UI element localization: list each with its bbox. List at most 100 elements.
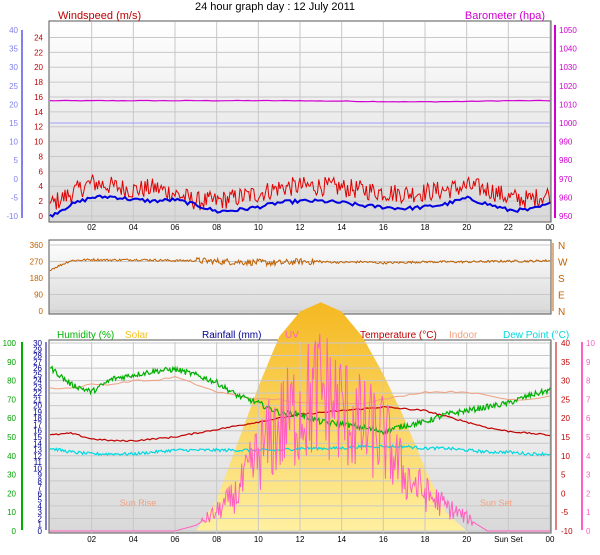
panel2-bg [48,239,552,315]
panel3-xtick-label: 00 [546,535,555,544]
outer-left-tick-label: 25 [9,82,18,91]
uv-tick-label: 9 [586,358,591,367]
humidity-tick-label: 70 [7,395,16,404]
temperature-tick-label: -5 [561,508,569,517]
panel1-xtick-label: 12 [296,223,305,232]
barometer-tick-label: 1050 [559,26,577,35]
panel1-xtick-label: 14 [337,223,346,232]
windspeed-tick-label: 8 [39,152,44,161]
windspeed-tick-label: 18 [34,78,43,87]
panel1-series [49,99,551,218]
rainfall-tick-label: 11 [34,458,43,467]
barometer-tick-label: 1010 [559,100,577,109]
wind-direction-line [49,256,551,272]
rainfall-tick-label: 24 [33,377,42,386]
temperature-tick-label: 40 [561,339,570,348]
uv-tick-label: 2 [586,489,591,498]
legend-entry: UV [285,330,299,341]
rainfall-tick-label: 23 [33,383,42,392]
temperature-tick-label: 10 [561,452,570,461]
rainfall-tick-label: 12 [33,452,42,461]
windspeed-line [49,174,551,211]
windspeed-tick-label: 16 [34,93,43,102]
rainfall-tick-label: 8 [38,477,43,486]
outer-left-tick-label: 10 [9,138,18,147]
outer-left-tick-label: 15 [9,119,18,128]
windspeed-tick-label: 24 [34,33,43,42]
panel1-xtick-label: 00 [546,223,555,232]
rainfall-tick-label: 28 [33,352,42,361]
uv-tick-label: 8 [586,377,591,386]
panel1-xtick-label: 22 [504,223,513,232]
rainfall-tick-label: 5 [38,496,43,505]
temperature-tick-label: 35 [561,358,570,367]
panel3-xtick-label: 04 [129,535,138,544]
windspeed-tick-label: 12 [34,123,43,132]
windspeed-tick-label: 4 [39,182,44,191]
compass-label: N [558,241,565,252]
direction-tick-label: 180 [30,274,44,283]
panel3-xtick-label: 10 [254,535,263,544]
barometer-tick-label: 1020 [559,82,577,91]
sunset-annotation: Sun Set [480,498,513,508]
uv-tick-label: 7 [586,395,591,404]
average-wind-line [49,194,551,218]
panel1-xtick-label: 18 [421,223,430,232]
temp-humidity-panel: 0102030405060708090100012345678910111213… [3,302,595,544]
uv-tick-label: 5 [586,433,591,442]
outer-left-tick-label: 30 [9,63,18,72]
temperature-tick-label: 15 [561,433,570,442]
compass-label: N [558,307,565,318]
dew-point-line [49,444,551,457]
outer-left-tick-label: 40 [9,26,18,35]
compass-label: S [558,274,565,285]
direction-tick-label: 360 [30,241,44,250]
humidity-tick-label: 50 [7,433,16,442]
chart-title: 24 hour graph day : 12 July 2011 [195,1,355,13]
uv-tick-label: 4 [586,452,591,461]
outer-left-tick-label: 5 [14,156,19,165]
legend-entry: Solar [125,330,149,341]
rainfall-tick-label: 13 [33,446,42,455]
humidity-tick-label: 0 [12,527,17,536]
barometer-tick-label: 950 [559,212,573,221]
temperature-tick-label: 0 [561,489,566,498]
windspeed-tick-label: 6 [39,167,44,176]
uv-tick-label: 0 [586,527,591,536]
barometer-tick-label: 970 [559,175,573,184]
barometer-tick-label: 1040 [559,45,577,54]
rainfall-tick-label: 1 [38,521,43,530]
barometer-tick-label: 1000 [559,119,577,128]
rainfall-tick-label: 3 [38,508,43,517]
legend: Humidity (%) Solar Rainfall (mm) UV Temperat… [57,330,569,341]
barometer-axis-label: Barometer (hpa) [465,10,545,22]
outer-left-tick-label: -10 [6,212,18,221]
outer-left-tick-label: -5 [11,193,19,202]
temperature-tick-label: 30 [561,377,570,386]
compass-label: E [558,291,565,302]
panel3-xtick-label: 06 [171,535,180,544]
direction-tick-label: 270 [30,258,44,267]
rainfall-tick-label: 30 [33,339,42,348]
humidity-tick-label: 20 [7,489,16,498]
humidity-tick-label: 10 [7,508,16,517]
rainfall-tick-label: 17 [33,420,42,429]
barometer-tick-label: 1030 [559,63,577,72]
temperature-tick-label: 5 [561,471,566,480]
uv-tick-label: 3 [586,471,591,480]
wind-baro-panel: 024681012141618202224-10-505101520253035… [6,10,577,232]
barometer-tick-label: 990 [559,138,573,147]
barometer-tick-label: 980 [559,156,573,165]
rainfall-tick-label: 20 [33,402,42,411]
rainfall-tick-label: 7 [38,483,43,492]
direction-tick-label: 0 [39,307,44,316]
humidity-tick-label: 60 [7,414,16,423]
sunrise-annotation: Sun Rise [120,498,157,508]
rainfall-tick-label: 18 [33,414,42,423]
panel1-xtick-label: 04 [129,223,138,232]
compass-label: W [558,258,568,269]
panel1-xtick-label: 02 [87,223,96,232]
rainfall-tick-label: 21 [33,395,42,404]
panel3-series [49,333,551,532]
uv-tick-label: 1 [586,508,591,517]
